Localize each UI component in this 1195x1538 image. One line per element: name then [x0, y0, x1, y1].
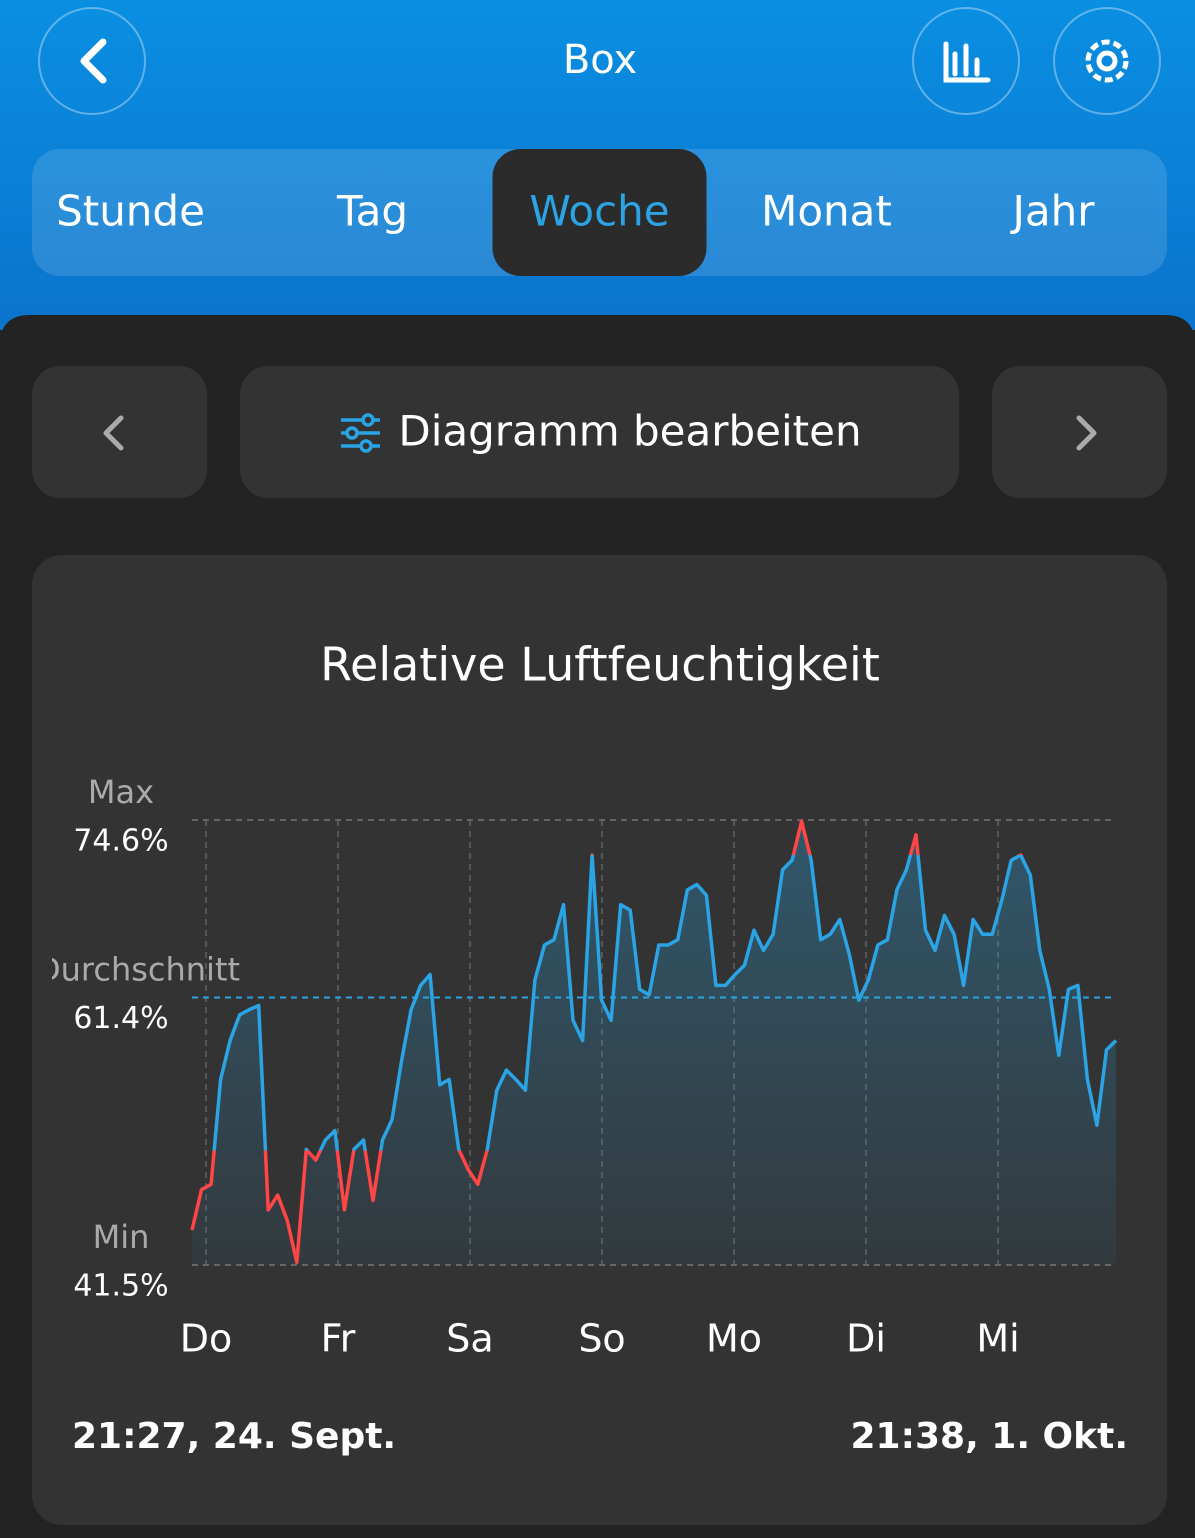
y-tick-label: 41.5%	[73, 1269, 168, 1304]
x-tick-label: So	[578, 1317, 625, 1361]
line	[190, 819, 1118, 1265]
chart-title: Relative Luftfeuchtigkeit	[320, 638, 880, 692]
prev-button[interactable]	[32, 366, 207, 498]
settings-button[interactable]	[1053, 7, 1161, 115]
x-tick-label: Do	[180, 1317, 233, 1361]
tab[interactable]: Woche	[529, 187, 669, 236]
x-tick-label: Mo	[706, 1317, 762, 1361]
header-title: Box	[563, 37, 637, 83]
y-tick-name: Max	[88, 773, 154, 811]
x-tick-label: Di	[846, 1317, 886, 1361]
active-tab-bg	[492, 149, 707, 276]
start-time: 21:27, 24. Sept.	[72, 1416, 396, 1457]
edit-chart-label: Diagramm bearbeiten	[398, 407, 861, 456]
area	[192, 821, 1116, 1265]
back-button[interactable]	[38, 7, 146, 115]
end-time: 21:38, 1. Okt.	[851, 1416, 1129, 1457]
y-labels: 41.5% Min 61.4% Durchschnitt 74.6% Max	[36, 773, 240, 1304]
y-tick-name: Min	[93, 1218, 150, 1256]
tab[interactable]: Monat	[761, 187, 892, 236]
y-tick-name: Durchschnitt	[36, 950, 240, 988]
next-button[interactable]	[992, 366, 1167, 498]
stats-button[interactable]	[912, 7, 1020, 115]
y-tick-label: 61.4%	[73, 1001, 168, 1036]
tab[interactable]: Tag	[336, 187, 408, 236]
y-tick-label: 74.6%	[73, 824, 168, 859]
x-tick-label: Mi	[976, 1317, 1019, 1361]
tab[interactable]: Stunde	[56, 187, 205, 236]
x-tick-label: Sa	[446, 1317, 493, 1361]
edit-chart-button[interactable]: Diagramm bearbeiten	[240, 366, 959, 498]
x-tick-label: Fr	[321, 1317, 356, 1361]
tab[interactable]: Jahr	[1009, 187, 1095, 236]
